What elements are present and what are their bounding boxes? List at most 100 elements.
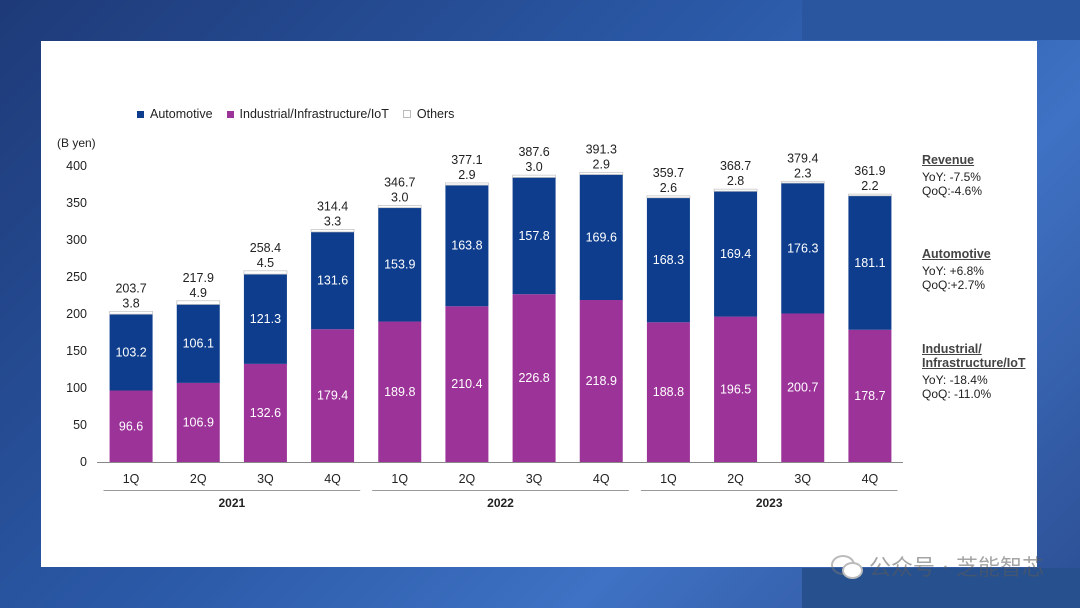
industrial-value-label: 200.7 (787, 381, 818, 395)
year-group-label: 2023 (756, 496, 783, 510)
industrial-value-label: 132.6 (250, 406, 281, 420)
others-segment (310, 229, 355, 233)
automotive-segment (579, 174, 623, 301)
others-value-label: 2.3 (794, 166, 811, 180)
legend-item-automotive: Automotive (137, 107, 213, 121)
automotive-value-label: 176.3 (787, 241, 818, 255)
automotive-segment (378, 207, 422, 322)
automotive-yoy: YoY: +6.8% (922, 264, 984, 278)
revenue-note-heading: Revenue (922, 153, 975, 167)
automotive-segment (781, 183, 825, 314)
others-segment (377, 205, 422, 209)
industrial-note: Industrial/ Infrastructure/IoT YoY: -18.… (922, 342, 1026, 401)
others-value-label: 2.9 (458, 168, 475, 182)
y-tick-label: 400 (66, 159, 87, 173)
automotive-value-label: 168.3 (653, 253, 684, 267)
automotive-segment (848, 195, 892, 330)
automotive-value-label: 131.6 (317, 274, 348, 288)
others-segment (713, 188, 758, 192)
stacked-bar-chart: 0 50 100 150 200 250 300 350 400 96.6 103.2 3.8203.… (66, 142, 903, 510)
legend-item-others: Others (402, 107, 454, 121)
others-value-label: 2.9 (593, 157, 610, 171)
slide: 0 50 100 150 200 250 300 350 400 96.6 103.2 3.8 203.… (41, 41, 1037, 567)
automotive-value-label: 157.8 (518, 229, 549, 243)
automotive-value-label: 103.2 (115, 345, 146, 359)
revenue-note: Revenue YoY: -7.5% QoQ:-4.6% (922, 153, 982, 198)
industrial-value-label: 210.4 (451, 377, 482, 391)
x-tick-label: 3Q (794, 472, 811, 486)
legend-label-automotive: Automotive (150, 107, 213, 121)
y-axis-unit-label: (B yen) (57, 136, 96, 150)
industrial-segment (311, 329, 355, 462)
wechat-icon (831, 553, 864, 579)
others-value-label: 4.5 (257, 256, 274, 270)
x-tick-label: 1Q (391, 472, 408, 486)
background-corner-top (802, 0, 1080, 40)
industrial-value-label: 96.6 (119, 419, 143, 433)
legend-swatch-industrial (226, 110, 234, 118)
watermark-text: 公众号 · 芝能智芯 (869, 556, 1044, 581)
y-tick-label: 50 (73, 418, 87, 432)
y-tick-label: 0 (80, 455, 87, 469)
others-segment (109, 310, 153, 315)
industrial-value-label: 106.9 (183, 415, 214, 429)
others-segment (243, 270, 288, 275)
automotive-segment (109, 314, 153, 391)
industrial-note-heading-line1: Industrial/ (922, 342, 982, 356)
x-tick-label: 3Q (526, 472, 543, 486)
industrial-segment (579, 300, 623, 462)
total-value-label: 391.3 (586, 142, 617, 156)
legend-item-industrial: Industrial/Infrastructure/IoT (226, 107, 389, 121)
industrial-segment (243, 363, 287, 462)
automotive-segment (445, 185, 489, 307)
industrial-value-label: 196.5 (720, 382, 751, 396)
watermark: 公众号 · 芝能智芯 (831, 550, 1044, 582)
x-tick-label: 2Q (727, 472, 744, 486)
industrial-value-label: 189.8 (384, 385, 415, 399)
x-tick-label: 1Q (123, 472, 140, 486)
automotive-segment (714, 191, 758, 317)
industrial-segment (445, 306, 489, 462)
others-segment (176, 300, 221, 305)
automotive-value-label: 153.9 (384, 258, 415, 272)
others-value-label: 4.9 (190, 286, 207, 300)
legend-swatch-others (402, 110, 411, 118)
others-segment (780, 180, 825, 184)
y-tick-label: 350 (66, 196, 87, 210)
y-tick-label: 300 (66, 233, 87, 247)
automotive-value-label: 163.8 (451, 239, 482, 253)
automotive-value-label: 169.6 (586, 230, 617, 244)
industrial-value-label: 188.8 (653, 385, 684, 399)
legend-label-industrial: Industrial/Infrastructure/IoT (239, 107, 389, 121)
x-tick-label: 2Q (190, 472, 207, 486)
others-segment (646, 195, 691, 199)
automotive-segment (512, 177, 556, 295)
others-segment (848, 193, 892, 197)
total-value-label: 258.4 (250, 241, 281, 255)
industrial-qoq: QoQ: -11.0% (922, 387, 992, 401)
others-value-label: 3.3 (324, 214, 341, 228)
year-group-label: 2021 (218, 496, 245, 510)
total-value-label: 203.7 (115, 281, 146, 295)
total-value-label: 387.6 (518, 145, 549, 159)
industrial-segment (176, 382, 220, 462)
total-value-label: 368.7 (720, 159, 751, 173)
automotive-segment (311, 231, 355, 330)
x-tick-label: 1Q (660, 472, 677, 486)
automotive-value-label: 169.4 (720, 247, 751, 261)
others-value-label: 3.8 (122, 296, 139, 310)
others-value-label: 2.8 (727, 174, 744, 188)
industrial-segment (646, 322, 690, 462)
y-tick-label: 250 (66, 270, 87, 284)
legend-swatch-automotive (137, 110, 144, 118)
y-tick-label: 100 (66, 381, 87, 395)
revenue-yoy: YoY: -7.5% (922, 170, 981, 184)
automotive-note: Automotive YoY: +6.8% QoQ:+2.7% (922, 247, 991, 292)
industrial-yoy: YoY: -18.4% (922, 373, 988, 387)
industrial-segment (512, 294, 556, 462)
automotive-segment (176, 304, 220, 383)
year-group-label: 2022 (487, 496, 514, 510)
industrial-value-label: 179.4 (317, 389, 348, 403)
automotive-segment (646, 197, 690, 323)
x-tick-label: 4Q (593, 472, 610, 486)
